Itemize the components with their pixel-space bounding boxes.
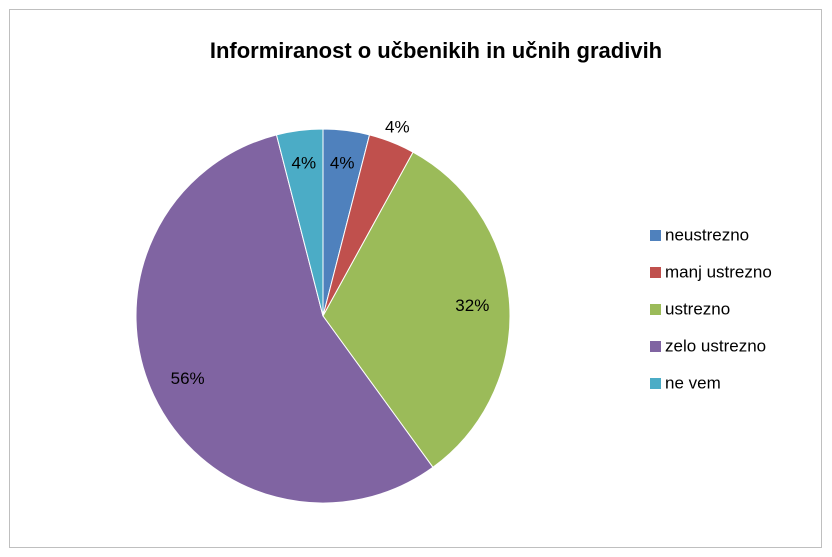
- data-label: 4%: [385, 118, 410, 137]
- legend-label: zelo ustrezno: [665, 336, 766, 355]
- legend-swatch: [650, 267, 661, 278]
- legend-label: neustrezno: [665, 225, 749, 244]
- chart-title: Informiranost o učbenikih in učnih gradi…: [210, 38, 662, 63]
- data-label: 56%: [171, 369, 205, 388]
- pie-slice: [275, 128, 324, 317]
- legend-label: ustrezno: [665, 299, 730, 318]
- legend-label: ne vem: [665, 373, 721, 392]
- legend-swatch: [650, 304, 661, 315]
- legend-swatch: [650, 341, 661, 352]
- pie-slice: [135, 134, 434, 504]
- data-label: 4%: [291, 153, 316, 172]
- data-label: 32%: [455, 296, 489, 315]
- legend-swatch: [650, 230, 661, 241]
- data-label: 4%: [330, 153, 355, 172]
- legend-label: manj ustrezno: [665, 262, 772, 281]
- pie-slice: [322, 151, 511, 468]
- legend-swatch: [650, 378, 661, 389]
